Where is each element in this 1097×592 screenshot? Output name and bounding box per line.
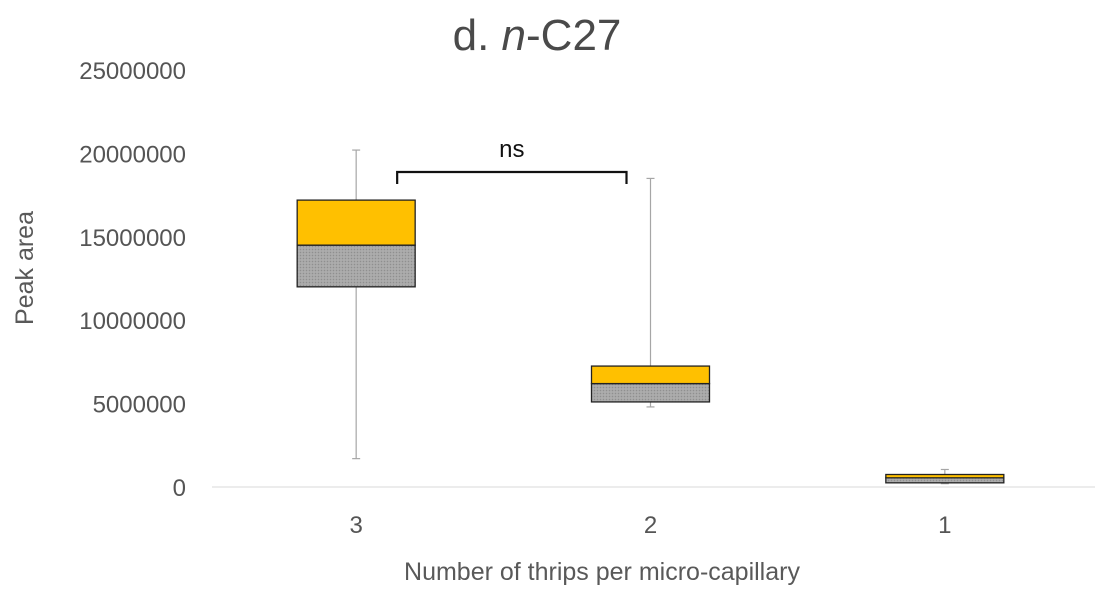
box-series [296,149,1005,485]
significance-label: ns [499,136,524,163]
box-lower-quartile [885,477,1005,484]
x-tick-label: 1 [938,512,951,539]
x-tick-label: 3 [349,512,362,539]
y-tick-label: 25000000 [79,58,186,85]
y-tick-label: 20000000 [79,141,186,168]
box-upper-quartile [296,199,416,246]
y-tick-label: 5000000 [93,392,186,419]
box-upper-quartile [885,473,1005,479]
box-upper-quartile [590,365,711,385]
x-axis-title: Number of thrips per micro-capillary [404,558,800,586]
y-axis-ticks: 0 5000000 10000000 15000000 20000000 25000000 [79,58,186,502]
box-lower-quartile [296,244,416,288]
y-axis-title: Peak area [11,211,39,325]
box-1 [885,468,1005,485]
significance-bracket [396,170,628,184]
x-tick-label: 2 [644,512,657,539]
y-tick-label: 10000000 [79,308,186,335]
box-3 [296,149,416,460]
significance-annotations: ns [396,136,628,184]
x-axis-ticks: 3 2 1 [349,512,951,539]
y-tick-label: 15000000 [79,225,186,252]
box-lower-quartile [590,382,711,403]
chart-title: d. n-C27 [453,11,622,60]
y-tick-label: 0 [173,475,186,502]
box-2 [590,177,711,408]
